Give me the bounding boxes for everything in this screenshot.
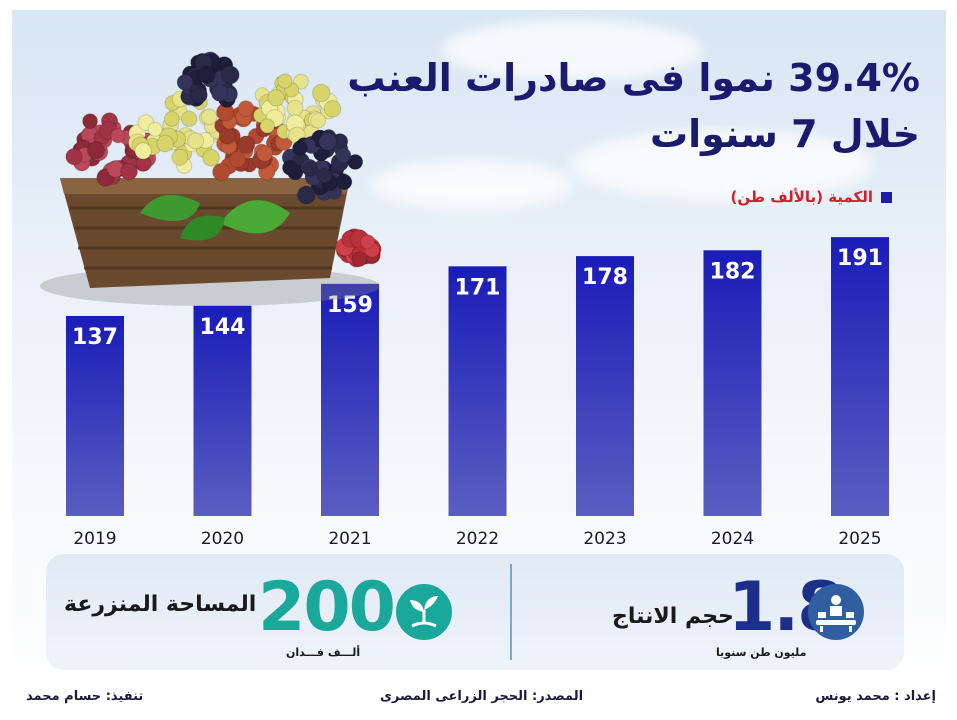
bar-value-label: 171 — [455, 275, 501, 300]
title-line-2: خلال 7 سنوات — [649, 112, 920, 156]
x-tick-label: 2019 — [73, 529, 116, 549]
x-tick-label: 2022 — [456, 529, 499, 549]
sprout-icon — [396, 584, 452, 640]
prepared-by: إعداد : محمد يونس — [815, 689, 936, 704]
bar-value-label: 182 — [710, 259, 756, 284]
factory-conveyor-icon — [808, 584, 864, 640]
production-label: حجم الانتاج — [612, 604, 734, 629]
area-value: 200 — [258, 568, 396, 647]
x-tick-label: 2023 — [583, 529, 626, 549]
x-tick-label: 2025 — [838, 529, 881, 549]
stats-panel: المساحة المنزرعة 200 ألـــف فـــدان حجم … — [46, 554, 904, 670]
legend-swatch — [881, 191, 892, 203]
bar-value-label: 191 — [837, 246, 883, 271]
bar-2022 — [448, 266, 507, 516]
bar-value-label: 178 — [582, 265, 628, 290]
production-stat: حجم الانتاج 1.8 مليون طن سنويا — [516, 554, 904, 670]
production-unit: مليون طن سنويا — [716, 646, 807, 659]
bar-2024 — [703, 250, 762, 516]
bar-value-label: 137 — [72, 325, 118, 350]
bar-value-label: 159 — [327, 293, 373, 318]
cloud-decoration — [442, 20, 702, 80]
area-stat: المساحة المنزرعة 200 ألـــف فـــدان — [46, 554, 510, 670]
executed-by: تنفيذ: حسام محمد — [26, 689, 144, 704]
bar-2021 — [321, 283, 379, 516]
x-tick-label: 2020 — [201, 529, 244, 549]
grape-basket-illustration — [40, 51, 382, 306]
bar-2023 — [576, 256, 634, 516]
bar-2020 — [193, 305, 252, 516]
area-label: المساحة المنزرعة — [64, 592, 257, 617]
x-tick-label: 2021 — [328, 529, 371, 549]
bar-chart: 137 2019 144 2020 159 2021 171 2022 178 2023 182 20… — [66, 237, 889, 549]
title-line-1: 39.4% نموا فى صادرات العنب — [347, 56, 920, 100]
chart-legend: الكمية (بالألف طن) — [730, 188, 892, 206]
cloud-decoration — [572, 130, 872, 200]
infographic-card: 39.4% نموا فى صادرات العنب خلال 7 سنوات … — [12, 10, 946, 710]
source-credit: المصدر: الحجر الزراعى المصرى — [380, 689, 584, 704]
bar-2019 — [66, 315, 124, 516]
cloud-decoration — [372, 160, 572, 210]
bar-value-label: 144 — [200, 315, 246, 340]
bar-2025 — [831, 237, 889, 516]
x-tick-label: 2024 — [711, 529, 754, 549]
area-unit: ألـــف فـــدان — [286, 646, 361, 659]
legend-label: الكمية (بالألف طن) — [730, 188, 874, 206]
page-title: 39.4% نموا فى صادرات العنب خلال 7 سنوات — [280, 50, 920, 162]
stats-divider — [510, 564, 512, 660]
